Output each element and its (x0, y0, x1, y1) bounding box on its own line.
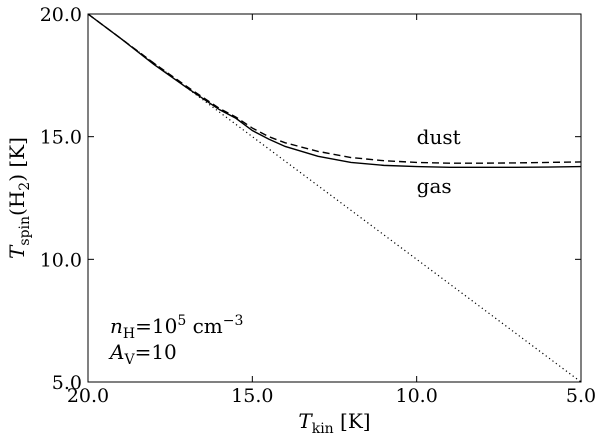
y-tick-label: 10.0 (40, 249, 82, 271)
series-line-reference-2 (87, 13, 582, 383)
plot-frame (87, 13, 582, 383)
chart-marks (87, 13, 582, 383)
annotation-dust: dust (417, 125, 461, 149)
y-tick-label: 5.0 (52, 372, 82, 394)
annotation-gas: gas (417, 174, 452, 198)
x-tick-label: 5.0 (566, 385, 596, 407)
series-line-gas (87, 13, 582, 169)
series-line-dust (87, 13, 582, 164)
x-tick-label: 15.0 (231, 385, 273, 407)
y-axis-label: Tspin(H2) [K] (5, 137, 33, 259)
x-tick-label: 20.0 (67, 385, 109, 407)
axis-ticks: 20.0 15.0 10.0 5.0 5.0 10.0 15.0 20.0 (40, 4, 596, 407)
y-tick-label: 15.0 (40, 127, 82, 149)
x-axis-label: Tkin [K] (298, 409, 370, 437)
x-tick-label: 10.0 (396, 385, 438, 407)
extinction-annotation: AV=10 (108, 340, 177, 368)
density-annotation: nH=105 cm−3 (110, 313, 243, 342)
series-annotations: dust gas (417, 125, 461, 198)
y-tick-label: 20.0 (40, 4, 82, 26)
